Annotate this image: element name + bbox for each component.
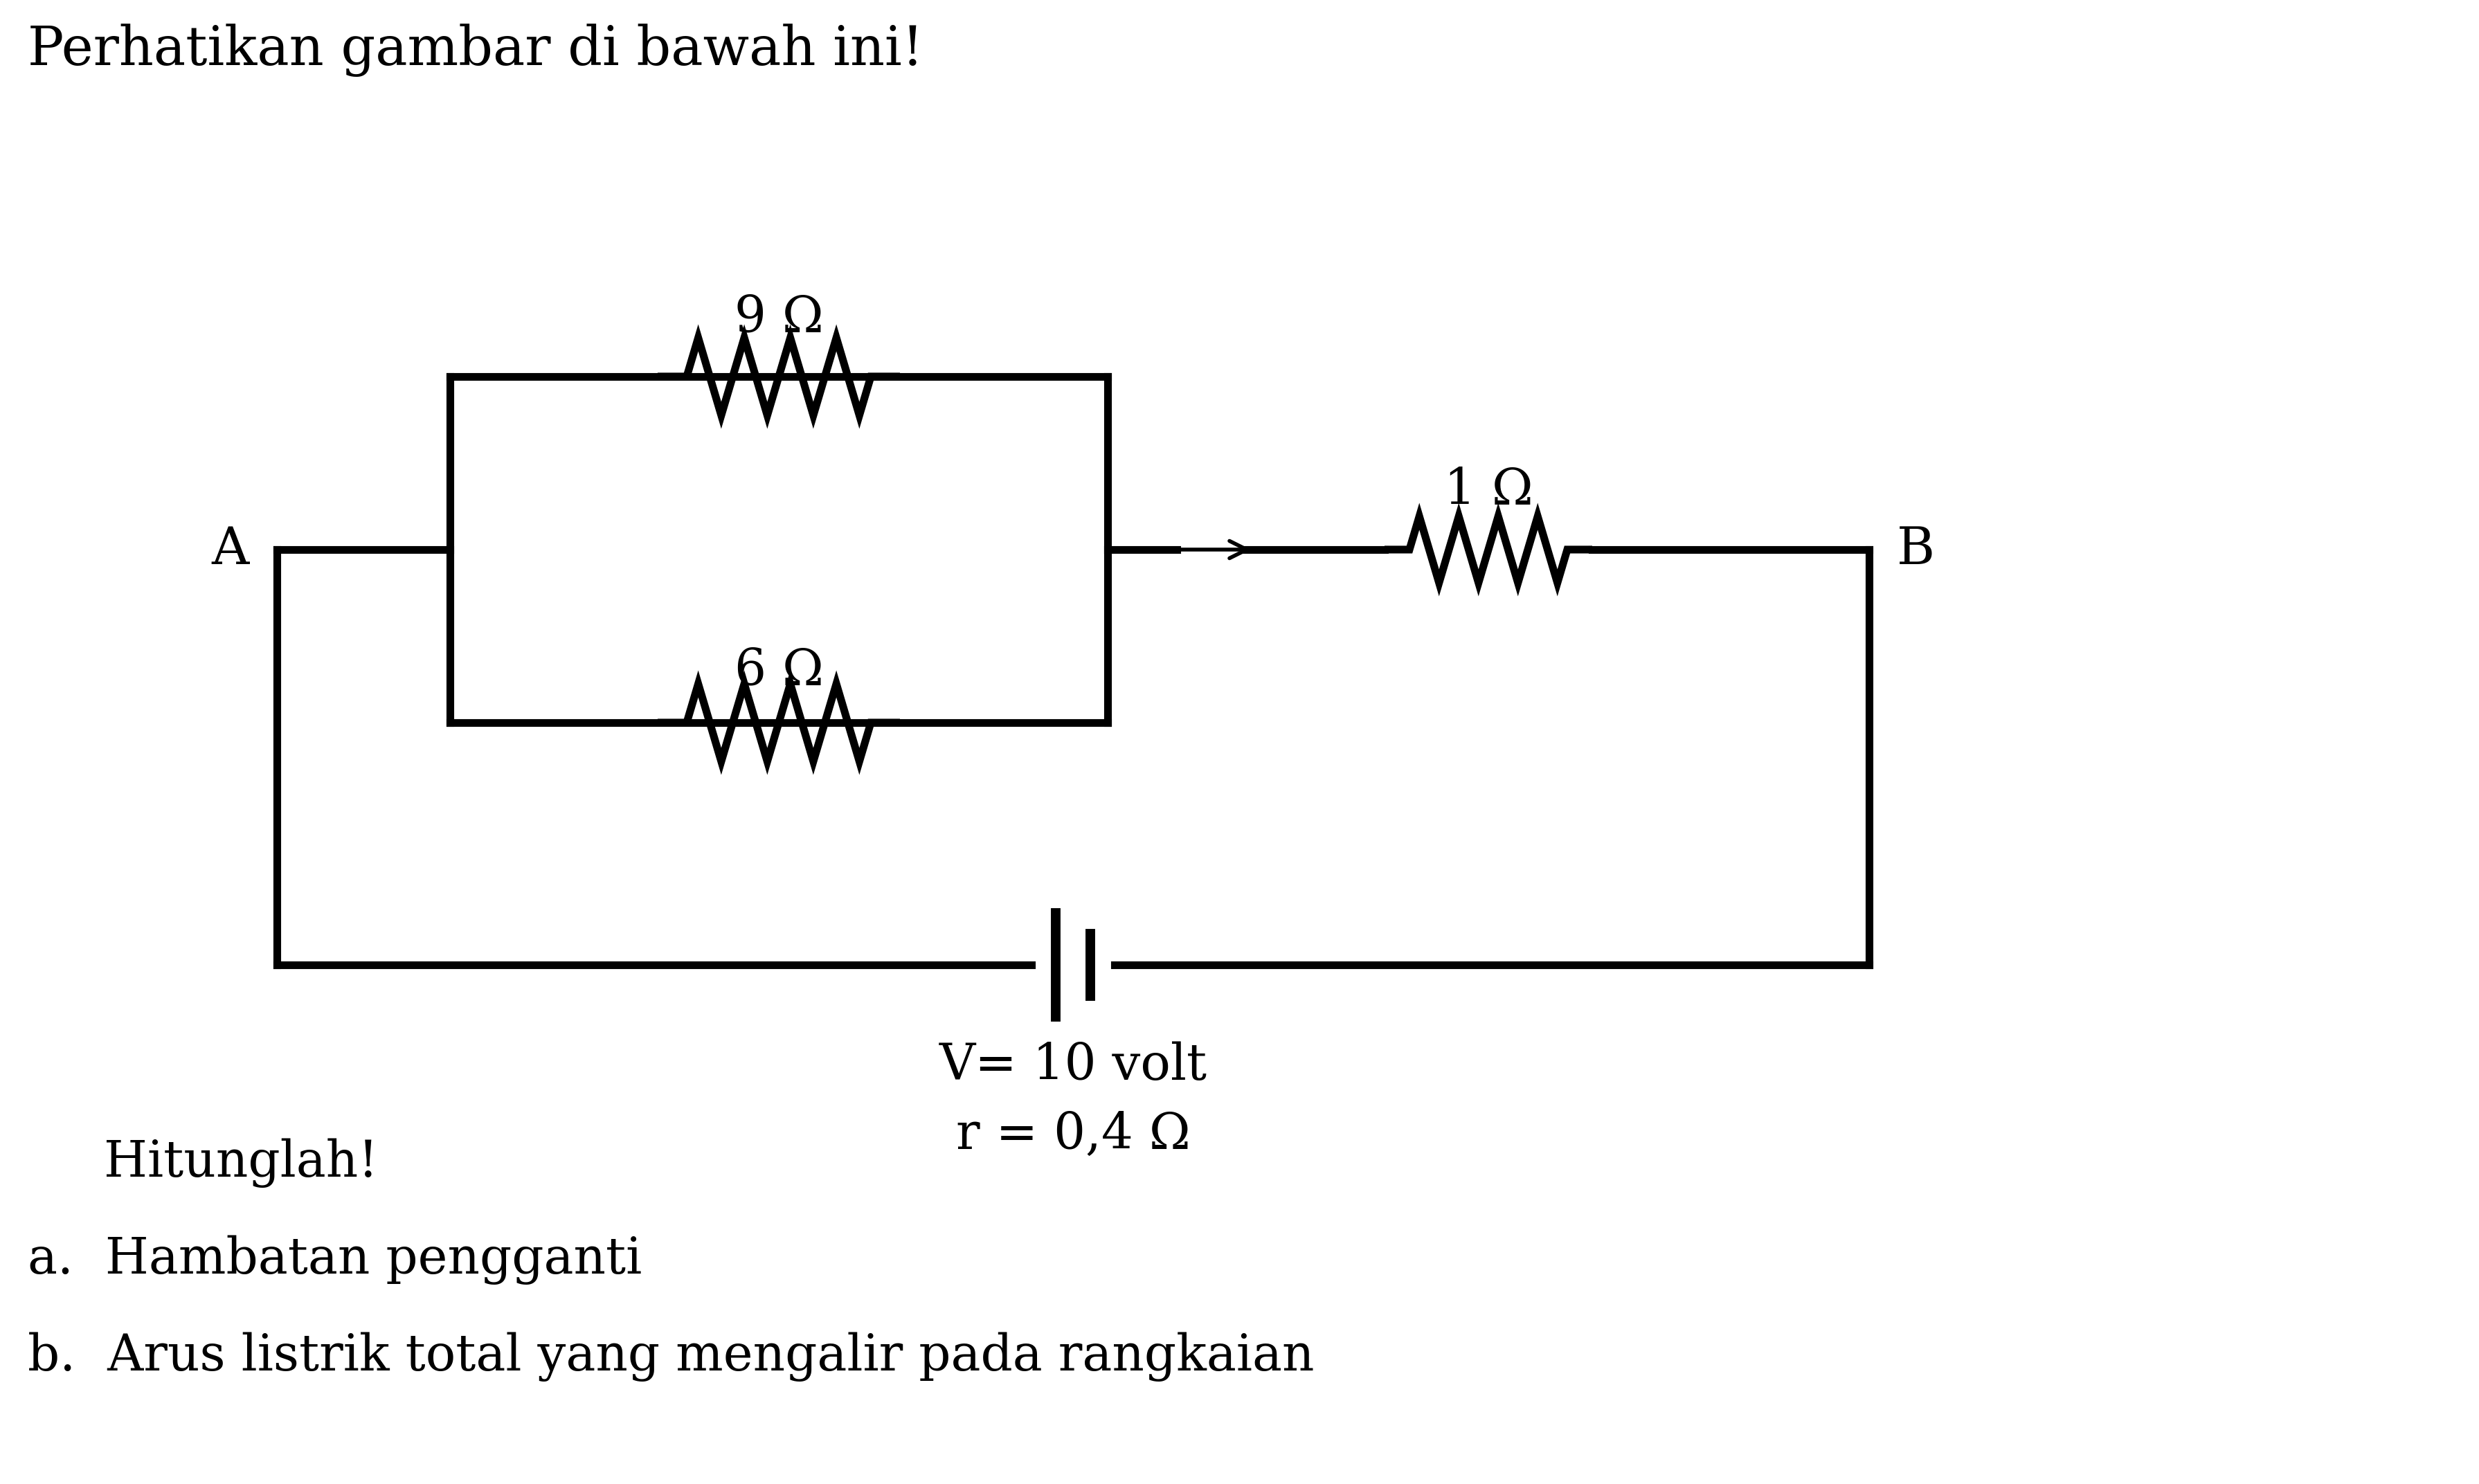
- Text: V= 10 volt: V= 10 volt: [940, 1040, 1207, 1089]
- Text: a.  Hambatan pengganti: a. Hambatan pengganti: [27, 1235, 642, 1284]
- Text: B: B: [1896, 524, 1936, 574]
- Text: b.  Arus listrik total yang mengalir pada rangkaian: b. Arus listrik total yang mengalir pada…: [27, 1331, 1314, 1382]
- Text: Hitunglah!: Hitunglah!: [104, 1138, 379, 1187]
- Text: 1 Ω: 1 Ω: [1443, 466, 1532, 515]
- Text: 6 Ω: 6 Ω: [734, 646, 823, 695]
- Text: 9 Ω: 9 Ω: [734, 294, 823, 341]
- Text: A: A: [211, 524, 250, 574]
- Text: Perhatikan gambar di bawah ini!: Perhatikan gambar di bawah ini!: [27, 24, 925, 77]
- Text: r = 0,4 Ω: r = 0,4 Ω: [957, 1110, 1190, 1159]
